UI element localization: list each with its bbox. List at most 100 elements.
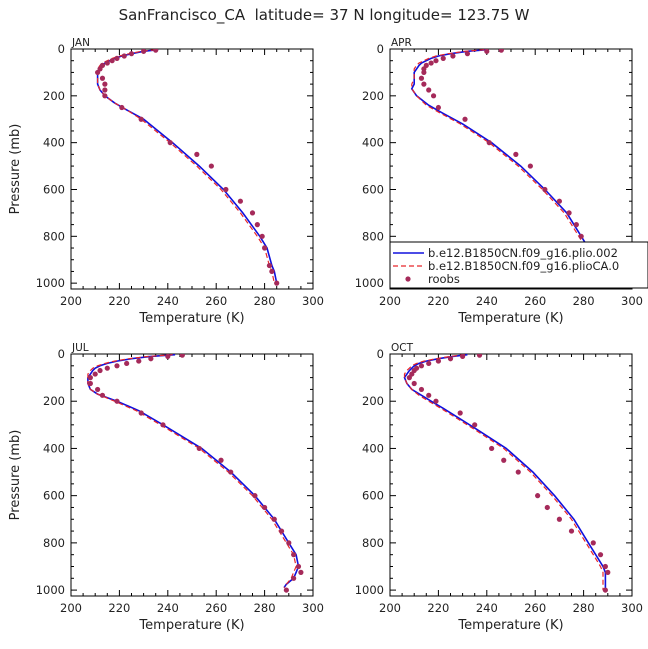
series-line-plioCA <box>403 354 604 591</box>
roobs-point <box>179 354 185 358</box>
roobs-point <box>283 587 289 593</box>
roobs-point <box>99 392 106 398</box>
roobs-point <box>411 380 417 387</box>
roobs-point <box>435 104 441 111</box>
series-line-plio002 <box>87 354 300 589</box>
panel-jul: 200 220 240 260 280 300 0 200 400 600 800 1000 JUL Te… <box>8 342 324 633</box>
x-tick-label: 300 <box>302 294 324 308</box>
roobs-point <box>95 386 101 393</box>
roobs-point <box>556 516 563 522</box>
roobs-point <box>602 563 608 570</box>
roobs-point <box>121 53 127 59</box>
roobs-point <box>138 116 144 122</box>
y-tick-label: 600 <box>362 182 384 196</box>
y-axis-label: Pressure (mb) <box>8 124 23 215</box>
y-tick-label: 800 <box>43 536 65 550</box>
y-tick-label: 800 <box>362 229 384 243</box>
x-tick-label: 240 <box>476 601 498 615</box>
y-tick-label: 1000 <box>36 276 65 290</box>
x-tick-label: 200 <box>379 294 401 308</box>
x-axis-label: Temperature (K) <box>457 311 563 326</box>
y-tick-label: 0 <box>377 347 384 361</box>
roobs-point <box>590 540 596 546</box>
roobs-point <box>104 60 110 66</box>
roobs-point <box>114 398 120 404</box>
x-axis-label: Temperature (K) <box>138 311 244 326</box>
roobs-point <box>286 540 292 546</box>
roobs-point <box>515 469 521 475</box>
roobs-point <box>259 233 265 239</box>
y-tick-label: 200 <box>43 89 65 103</box>
y-tick-label: 0 <box>58 347 65 361</box>
roobs-point <box>92 371 98 377</box>
roobs-point <box>271 516 277 522</box>
x-tick-label: 260 <box>524 294 546 308</box>
x-axis-label: Temperature (K) <box>457 618 563 633</box>
roobs-point <box>167 140 173 146</box>
roobs-point <box>102 87 108 93</box>
roobs-point <box>433 398 439 404</box>
roobs-point <box>476 354 483 358</box>
roobs-point <box>114 55 120 61</box>
roobs-point <box>196 445 202 452</box>
series-group <box>403 354 611 593</box>
roobs-point <box>124 360 130 367</box>
legend-label: roobs <box>428 272 460 286</box>
roobs-point <box>102 81 108 87</box>
legend-marker-dot <box>405 276 411 282</box>
roobs-point <box>433 58 439 64</box>
roobs-point <box>278 528 285 534</box>
roobs-point <box>252 493 258 499</box>
roobs-point <box>295 563 302 570</box>
roobs-point <box>102 93 108 99</box>
series-group <box>95 49 280 286</box>
roobs-point <box>435 358 441 364</box>
roobs-point <box>430 93 437 99</box>
roobs-point <box>109 58 115 64</box>
roobs-point <box>97 367 103 374</box>
roobs-point <box>578 233 584 239</box>
roobs-point <box>262 245 268 251</box>
roobs-point <box>464 51 471 57</box>
roobs-point <box>291 575 297 581</box>
x-axis-label: Temperature (K) <box>138 618 244 633</box>
y-tick-label: 1000 <box>355 583 384 597</box>
roobs-point <box>426 360 432 367</box>
series-line-plioCA <box>97 49 275 284</box>
roobs-point <box>602 587 608 593</box>
panel-jan: 200 220 240 260 280 300 0 200 400 600 800 1000 JAN Te… <box>8 37 324 326</box>
roobs-point <box>568 528 575 534</box>
roobs-point <box>228 469 234 475</box>
y-tick-label: 200 <box>362 89 384 103</box>
series-line-plioCA <box>87 354 297 589</box>
roobs-point <box>141 49 147 54</box>
y-tick-label: 1000 <box>36 583 65 597</box>
y-tick-label: 400 <box>362 441 384 455</box>
roobs-point <box>165 354 171 359</box>
roobs-point <box>269 268 275 275</box>
x-tick-label: 280 <box>254 601 276 615</box>
roobs-point <box>249 210 256 216</box>
x-tick-label: 280 <box>254 294 276 308</box>
x-tick-label: 200 <box>60 294 82 308</box>
roobs-point <box>136 358 142 364</box>
x-tick-label: 200 <box>60 601 82 615</box>
roobs-point <box>148 356 154 362</box>
roobs-point <box>450 53 456 59</box>
y-tick-label: 400 <box>362 136 384 150</box>
x-tick-label: 240 <box>476 294 498 308</box>
series-line-plioCA <box>411 49 597 284</box>
x-tick-label: 300 <box>302 601 324 615</box>
y-tick-label: 400 <box>43 136 65 150</box>
roobs-point <box>447 356 454 362</box>
roobs-point <box>406 375 412 381</box>
roobs-point <box>498 49 504 53</box>
panel-label: APR <box>391 37 412 49</box>
panel-oct: 200 220 240 260 280 300 0 200 400 600 800 1000 OCT Te… <box>355 342 643 633</box>
roobs-point <box>426 87 432 93</box>
x-tick-label: 300 <box>621 294 643 308</box>
roobs-point <box>95 69 101 76</box>
roobs-point <box>160 422 166 428</box>
x-tick-label: 220 <box>427 601 449 615</box>
panel-label: OCT <box>391 342 414 354</box>
